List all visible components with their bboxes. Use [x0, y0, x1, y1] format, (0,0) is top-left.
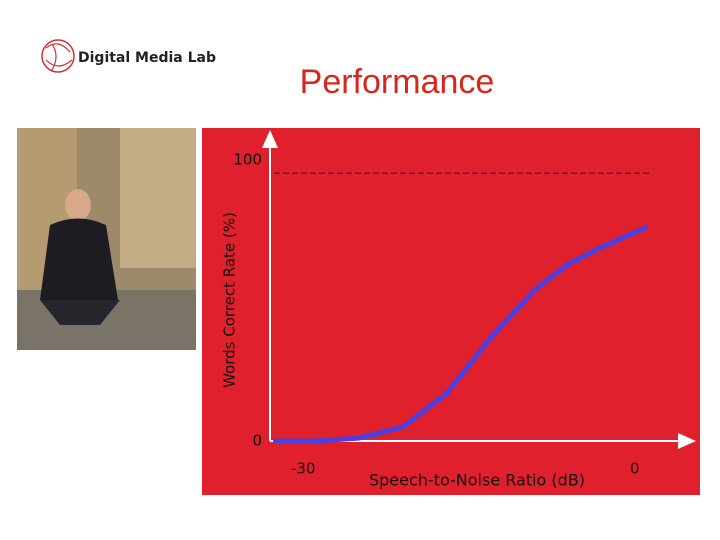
logo: Digital Media Lab [41, 39, 216, 73]
logo-text: Digital Media Lab [78, 50, 216, 66]
y-tick-label: 0 [252, 432, 262, 450]
x-tick-label: -30 [291, 460, 316, 478]
x-tick-label: 0 [630, 460, 640, 478]
plot-background [202, 128, 700, 495]
data-line [273, 225, 649, 444]
y-tick-label: 100 [233, 151, 262, 169]
y-axis-label: Words Correct Rate (%) [221, 212, 239, 388]
slide-title: Performance [300, 63, 495, 101]
photo [17, 128, 196, 350]
x-axis-label: Speech-to-Noise Ratio (dB) [369, 471, 585, 490]
